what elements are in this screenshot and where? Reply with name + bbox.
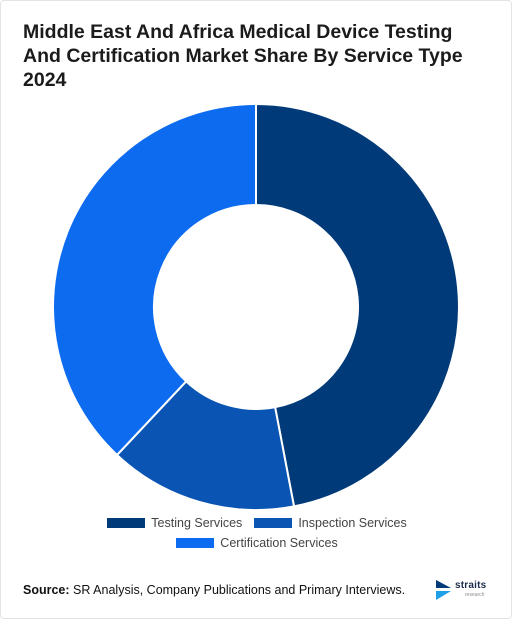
straits-logo: straits research bbox=[435, 577, 495, 603]
donut-slice-certification-services[interactable] bbox=[52, 102, 257, 457]
source-note: Source: SR Analysis, Company Publication… bbox=[23, 583, 405, 597]
legend-row: Testing Services Inspection Services bbox=[1, 516, 513, 530]
chart-title: Middle East And Africa Medical Device Te… bbox=[23, 21, 463, 91]
chart-legend: Testing Services Inspection Services Cer… bbox=[1, 516, 513, 550]
legend-swatch-inspection bbox=[254, 518, 293, 528]
legend-label-inspection: Inspection Services bbox=[298, 516, 407, 530]
source-text: SR Analysis, Company Publications and Pr… bbox=[73, 583, 406, 597]
legend-row: Certification Services bbox=[1, 536, 513, 550]
legend-item-inspection-services[interactable]: Inspection Services bbox=[254, 516, 407, 530]
legend-label-certification: Certification Services bbox=[220, 536, 338, 550]
legend-item-certification-services[interactable]: Certification Services bbox=[176, 536, 338, 550]
logo-subtext: research bbox=[465, 592, 485, 598]
donut-slice-testing-services[interactable] bbox=[255, 102, 460, 508]
logo-wordmark: straits bbox=[455, 580, 487, 591]
donut-slice-inspection-services[interactable] bbox=[115, 379, 296, 511]
legend-label-testing: Testing Services bbox=[151, 516, 243, 530]
source-label: Source: bbox=[23, 583, 70, 597]
legend-item-testing-services[interactable]: Testing Services bbox=[107, 516, 242, 530]
straits-logo-icon bbox=[436, 580, 451, 600]
legend-swatch-certification bbox=[176, 538, 215, 548]
legend-swatch-testing bbox=[107, 518, 146, 528]
